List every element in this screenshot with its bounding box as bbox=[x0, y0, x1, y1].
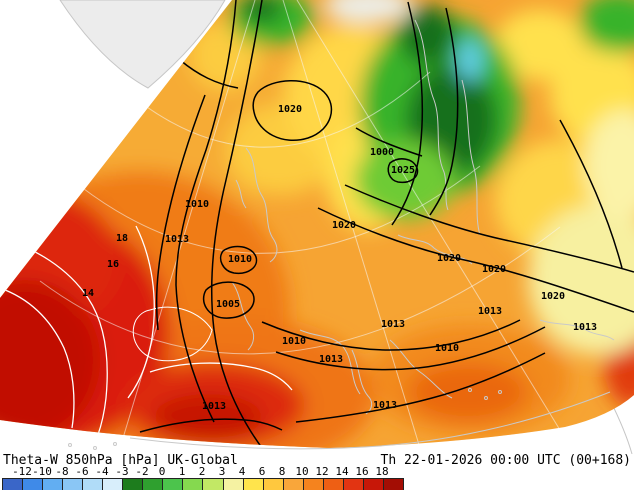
legend-tick-label: 8 bbox=[278, 465, 286, 478]
contour-label: 1025 bbox=[391, 165, 415, 176]
contour-label: 1013 bbox=[165, 234, 189, 245]
contour-label: 1013 bbox=[202, 401, 226, 412]
legend-color-segment bbox=[163, 479, 184, 490]
legend-tick-label: 3 bbox=[218, 465, 226, 478]
map-datetime: Th 22-01-2026 00:00 UTC (00+168) bbox=[380, 453, 631, 468]
legend-color-segment bbox=[223, 479, 244, 490]
map-title: Theta-W 850hPa [hPa] UK-Global bbox=[3, 453, 238, 468]
legend-tick-label: 18 bbox=[375, 465, 389, 478]
legend-tick-label: -2 bbox=[135, 465, 149, 478]
legend-color-segment bbox=[3, 479, 24, 490]
legend-color-segment bbox=[303, 479, 324, 490]
legend-color-segment bbox=[243, 479, 264, 490]
legend-bar bbox=[2, 478, 404, 490]
legend-tick-label: -6 bbox=[75, 465, 89, 478]
contour-label: 1020 bbox=[541, 291, 565, 302]
contour-label: 1013 bbox=[381, 319, 405, 330]
contour-label: 1010 bbox=[228, 254, 252, 265]
legend-tick-label: 1 bbox=[178, 465, 186, 478]
africa-coastline bbox=[68, 391, 611, 450]
legend-color-segment bbox=[143, 479, 164, 490]
legend-color-segment bbox=[23, 479, 44, 490]
legend-tick-label: -12 bbox=[12, 465, 32, 478]
contour-label: 1013 bbox=[319, 354, 343, 365]
legend-tick-label: -8 bbox=[55, 465, 69, 478]
legend-color-segment bbox=[343, 479, 364, 490]
field-layer: 1020 1000 1025 1010 1020 1013 1010 1020 1020 1020… bbox=[0, 0, 634, 448]
legend-tick-label: 4 bbox=[238, 465, 246, 478]
legend-labels: -12 -10 -8 -6 -4 -3 -2 0 1 2 3 4 6 8 10 12 14 16 18 bbox=[0, 466, 430, 477]
contour-label: 1020 bbox=[278, 104, 302, 115]
contour-label: 1020 bbox=[332, 220, 356, 231]
legend-color-segment bbox=[83, 479, 104, 490]
legend-color-segment bbox=[363, 479, 384, 490]
legend-tick-label: 10 bbox=[295, 465, 309, 478]
legend-tick-label: 6 bbox=[258, 465, 266, 478]
legend-color-segment bbox=[263, 479, 284, 490]
contour-label: 1020 bbox=[482, 264, 506, 275]
contour-labels-layer: 1020 1000 1025 1010 1020 1013 1010 1020 1020 1020… bbox=[82, 104, 597, 412]
contour-label: 1010 bbox=[185, 199, 209, 210]
legend-color-segment bbox=[323, 479, 344, 490]
legend-color-segment bbox=[63, 479, 84, 490]
theta-w-field bbox=[0, 0, 634, 448]
legend-tick-label: 0 bbox=[158, 465, 166, 478]
contour-label: 1020 bbox=[437, 253, 461, 264]
contour-label: 1005 bbox=[216, 299, 240, 310]
contour-label: 18 bbox=[116, 233, 128, 244]
legend-tick-label: -10 bbox=[32, 465, 52, 478]
legend-color-segment bbox=[383, 479, 403, 490]
iberia-coastline bbox=[132, 306, 213, 362]
legend-color-segment bbox=[203, 479, 224, 490]
legend-tick-label: 2 bbox=[198, 465, 206, 478]
map-svg: 1020 1000 1025 1010 1020 1013 1010 1020 1020 1020… bbox=[0, 0, 634, 454]
isobars bbox=[139, 0, 634, 448]
legend-color-segment bbox=[283, 479, 304, 490]
legend-tick-label: -3 bbox=[115, 465, 129, 478]
contour-label: 1010 bbox=[282, 336, 306, 347]
legend-tick-label: 14 bbox=[335, 465, 349, 478]
legend-color-segment bbox=[123, 479, 144, 490]
contour-label: 1013 bbox=[373, 400, 397, 411]
legend-tick-label: 16 bbox=[355, 465, 369, 478]
legend-tick-label: 12 bbox=[315, 465, 329, 478]
contour-label: 1013 bbox=[573, 322, 597, 333]
contour-label: 14 bbox=[82, 288, 94, 299]
contour-label: 1013 bbox=[478, 306, 502, 317]
white-contours bbox=[0, 225, 293, 441]
caption-row: Theta-W 850hPa [hPa] UK-Global Th 22-01-… bbox=[0, 453, 634, 468]
contour-label: 1010 bbox=[435, 343, 459, 354]
legend-color-segment bbox=[43, 479, 64, 490]
legend-color-segment bbox=[103, 479, 124, 490]
weather-map: 1020 1000 1025 1010 1020 1013 1010 1020 1020 1020… bbox=[0, 0, 634, 454]
contour-label: 16 bbox=[107, 259, 119, 270]
contour-label: 1000 bbox=[370, 147, 394, 158]
legend-color-segment bbox=[183, 479, 204, 490]
legend-tick-label: -4 bbox=[95, 465, 109, 478]
